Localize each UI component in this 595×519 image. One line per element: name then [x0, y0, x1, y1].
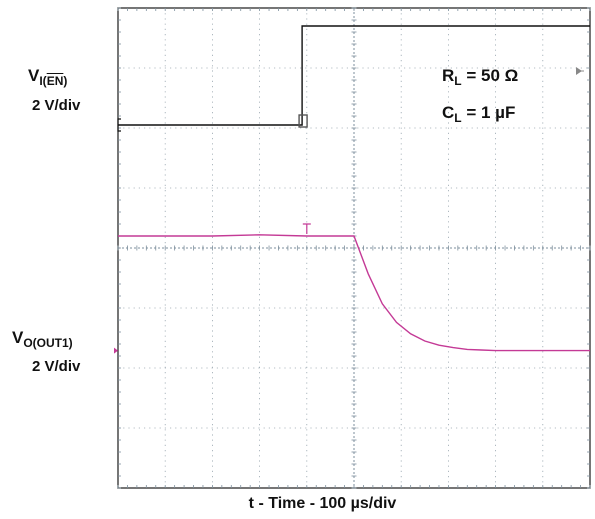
graticule [117, 7, 591, 489]
traces [118, 25, 590, 352]
channel2-ground-marker [114, 347, 118, 354]
annotation-cl: CL = 1 µF [442, 103, 516, 125]
annotation-cl-symbol: C [442, 103, 455, 122]
channel1-scale: 2 V/div [32, 97, 81, 114]
annotation-rl-symbol: R [442, 66, 455, 85]
channel1-symbol: V [28, 66, 40, 85]
channel1-ground-marker [117, 118, 121, 132]
x-axis-label: t - Time - 100 µs/div [248, 495, 397, 512]
channel1-sub-post: ) [63, 74, 68, 88]
channel1-subscript: I(EN) [39, 74, 67, 88]
channel2-scale: 2 V/div [32, 358, 81, 375]
channel2-cursor-marker [302, 223, 311, 234]
channel1-trace [118, 25, 590, 126]
annotation-rl-sub: L [454, 74, 462, 88]
channel1-sub-pre: I( [39, 74, 47, 88]
annotation-cl-text: = 1 µF [461, 103, 516, 122]
channel1-sub-bar: EN [46, 74, 64, 88]
channel2-trace [118, 234, 590, 352]
channel2-subscript: O(OUT1) [23, 336, 73, 350]
channel1-label: VI(EN) [28, 66, 67, 88]
annotation-cl-sub: L [454, 111, 462, 125]
channel2-symbol: V [12, 328, 24, 347]
annotation-rl: RL = 50 Ω [442, 66, 519, 88]
channel2-label: VO(OUT1) [12, 328, 73, 350]
markers [114, 67, 584, 354]
annotation-rl-text: = 50 Ω [461, 66, 519, 85]
trigger-point-marker [298, 114, 308, 128]
